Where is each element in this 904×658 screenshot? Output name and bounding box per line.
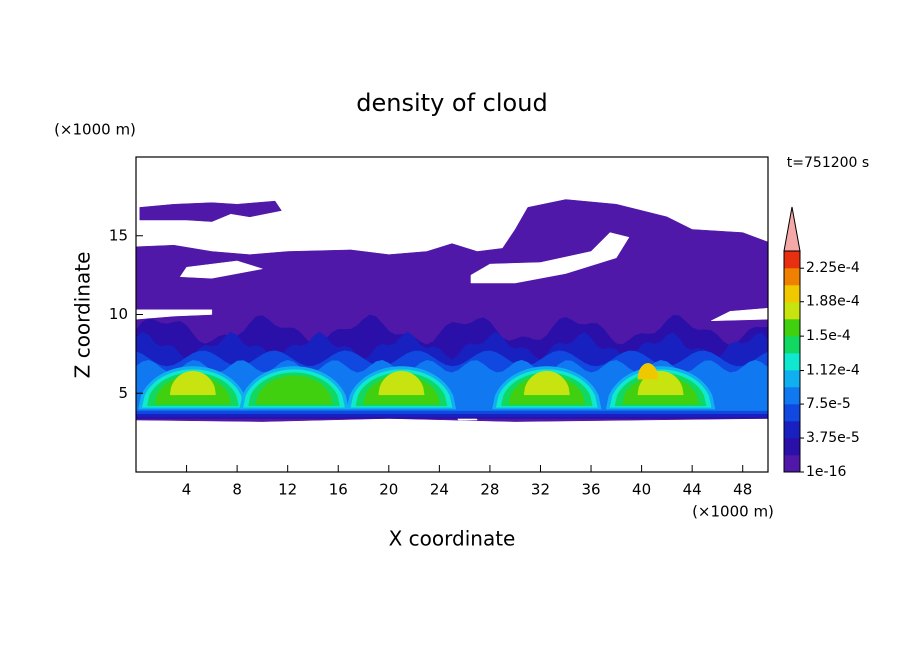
colorbar-label: 1.12e-4	[806, 363, 860, 379]
cloud-core	[169, 370, 216, 396]
colorbar-label: 1.88e-4	[806, 294, 860, 310]
colorbar-band	[784, 336, 800, 354]
x-tick-label: 24	[430, 481, 449, 499]
cloud-core	[255, 375, 333, 405]
colorbar-band	[784, 404, 800, 422]
colorbar-band	[784, 285, 800, 303]
colorbar-extend	[783, 206, 801, 252]
y-tick-label: 15	[109, 226, 128, 244]
cloud-region	[139, 200, 282, 222]
colorbar-frame	[783, 250, 801, 473]
colorbar-label: 1.5e-4	[806, 328, 851, 344]
x-unit: (×1000 m)	[692, 503, 774, 521]
x-tick-label: 4	[182, 481, 192, 499]
x-tick-label: 20	[379, 481, 398, 499]
colorbar-label: 7.5e-5	[806, 396, 851, 412]
x-tick-label: 12	[278, 481, 297, 499]
cloud-gap	[711, 307, 768, 322]
colorbar-band	[784, 353, 800, 371]
x-axis-title: X coordinate	[389, 527, 516, 551]
cloud-core	[637, 363, 659, 380]
x-tick-label: 44	[683, 481, 702, 499]
contour-field	[136, 199, 768, 422]
cloud-gap	[179, 260, 263, 279]
y-tick-label: 10	[109, 305, 128, 323]
x-tick-label: 32	[531, 481, 550, 499]
x-tick-label: 48	[733, 481, 752, 499]
colorbar-label: 1e-16	[806, 464, 846, 480]
cloud-core	[523, 370, 570, 396]
colorbar-label: 3.75e-5	[806, 430, 860, 446]
colorbar-band	[784, 421, 800, 439]
colorbar-band	[784, 251, 800, 269]
colorbar-band	[784, 268, 800, 286]
time-label: t=751200 s	[787, 155, 869, 171]
y-unit: (×1000 m)	[54, 121, 136, 139]
y-axis-title: Z coordinate	[71, 252, 95, 379]
colorbar-label: 2.25e-4	[806, 260, 860, 276]
colorbar-band	[784, 455, 800, 473]
colorbar-band	[784, 319, 800, 337]
colorbar-band	[784, 302, 800, 320]
x-tick-label: 40	[632, 481, 651, 499]
x-tick-label: 16	[329, 481, 348, 499]
y-tick-label: 5	[118, 384, 128, 402]
x-tick-label: 28	[480, 481, 499, 499]
chart-title: density of cloud	[356, 89, 547, 117]
cloud-core	[378, 370, 425, 396]
x-tick-label: 36	[581, 481, 600, 499]
colorbar-band	[784, 438, 800, 456]
cloud-gap	[136, 309, 213, 320]
colorbar-band	[784, 370, 800, 388]
cloud-gap	[470, 232, 630, 284]
colorbar-band	[784, 387, 800, 405]
x-tick-label: 8	[232, 481, 242, 499]
